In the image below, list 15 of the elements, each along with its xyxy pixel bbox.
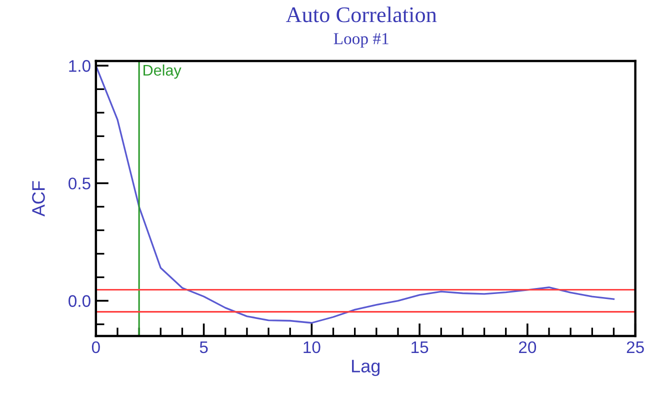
x-axis-title: Lag <box>352 360 380 376</box>
y-axis-title: ACF <box>32 181 45 217</box>
x-tick-label: 0 <box>92 341 100 354</box>
x-tick-label: 5 <box>200 342 208 354</box>
y-tick-label: 0.5 <box>68 178 90 190</box>
x-tick-label: 10 <box>304 341 320 354</box>
x-tick-label: 15 <box>412 342 428 354</box>
x-tick-label: 25 <box>626 341 644 354</box>
x-tick-label: 20 <box>519 341 536 354</box>
chart-subtitle: Loop #1 <box>334 33 388 48</box>
ref-line-label: Delay <box>144 64 182 79</box>
line-series <box>96 64 615 324</box>
y-tick-label: 1.0 <box>69 60 90 72</box>
y-tick-label: 0.0 <box>68 295 90 307</box>
chart-title: Auto Correlation <box>286 6 437 22</box>
